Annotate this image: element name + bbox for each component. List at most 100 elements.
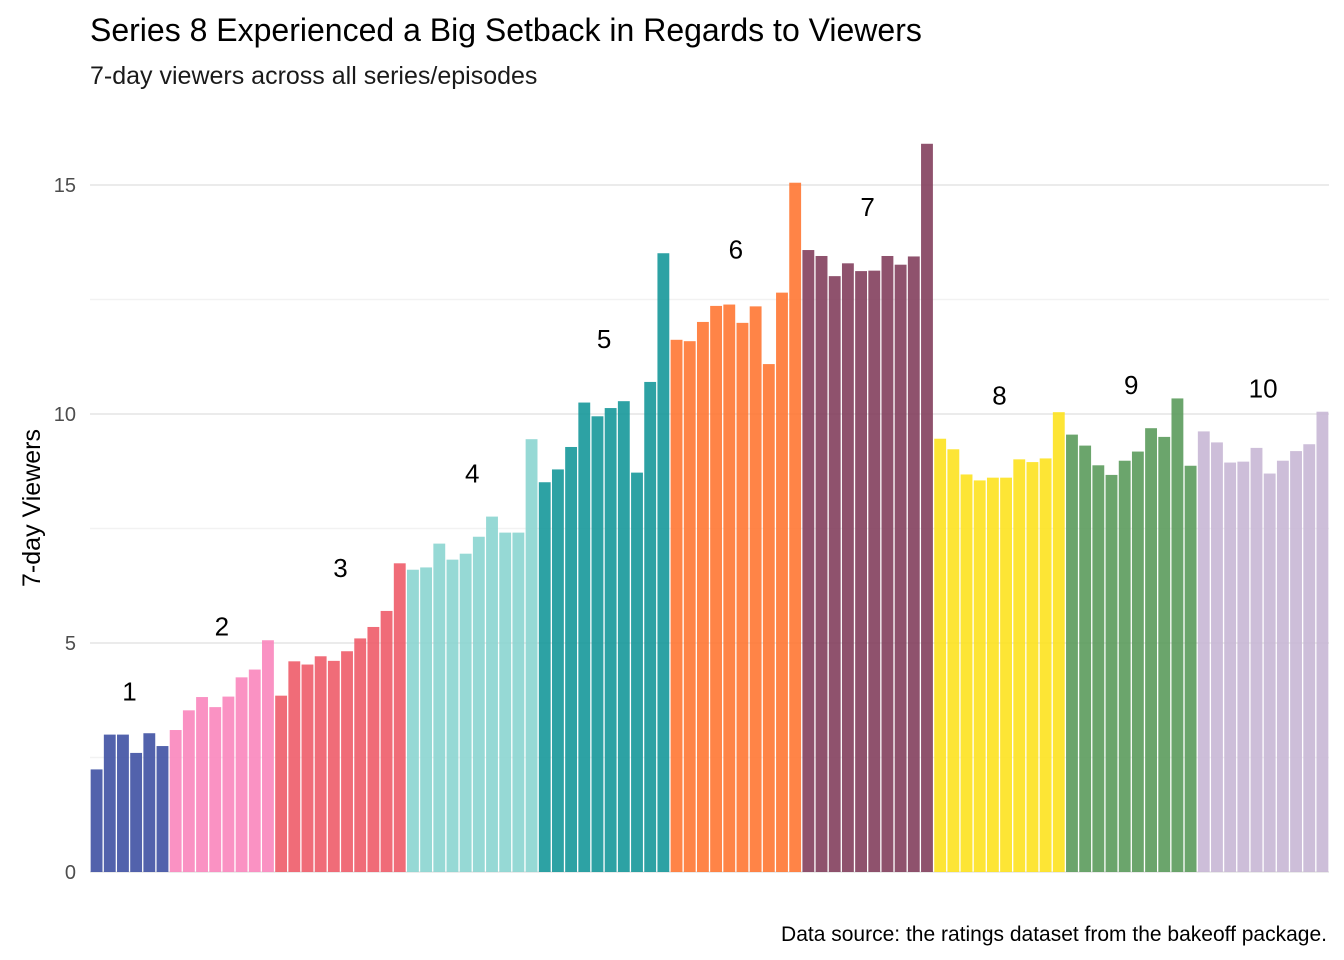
bar xyxy=(209,707,222,872)
bar xyxy=(1092,465,1105,872)
bar xyxy=(749,306,762,872)
bar xyxy=(341,651,353,872)
y-axis-ticks: 0 5 10 15 xyxy=(54,175,76,884)
bar xyxy=(973,480,986,872)
bar xyxy=(275,695,288,872)
bar xyxy=(1211,442,1223,872)
bar xyxy=(1105,474,1118,872)
bar xyxy=(960,474,973,872)
bar xyxy=(604,408,617,872)
bar xyxy=(262,640,274,872)
bar xyxy=(525,439,538,872)
y-tick-label: 15 xyxy=(54,175,76,197)
bar xyxy=(1171,398,1184,872)
bar xyxy=(551,469,564,872)
bar xyxy=(407,569,419,872)
series-label: 6 xyxy=(729,235,743,265)
bar xyxy=(288,661,301,872)
bar xyxy=(538,482,551,872)
bar xyxy=(815,255,828,873)
series-label: 9 xyxy=(1124,370,1138,400)
bar xyxy=(235,677,248,872)
bar xyxy=(591,416,604,872)
bar xyxy=(90,769,103,872)
bar xyxy=(868,270,881,872)
bar xyxy=(907,256,920,872)
bar xyxy=(1039,458,1052,872)
bar xyxy=(644,381,657,872)
bar xyxy=(1066,434,1078,872)
bar xyxy=(696,321,709,872)
bar xyxy=(182,710,195,872)
bar xyxy=(222,696,235,872)
bar xyxy=(736,322,749,872)
chart-caption: Data source: the ratings dataset from th… xyxy=(781,923,1327,946)
series-label: 2 xyxy=(215,612,229,642)
bar xyxy=(1290,451,1302,872)
bar xyxy=(986,477,999,872)
bar xyxy=(512,532,525,872)
bar xyxy=(156,746,169,872)
series-label: 5 xyxy=(597,324,611,354)
bar xyxy=(117,734,129,872)
bar xyxy=(1276,460,1289,872)
bar xyxy=(1118,460,1131,872)
bar xyxy=(1184,465,1197,872)
bar xyxy=(947,449,960,872)
bar xyxy=(314,656,327,872)
bar xyxy=(723,304,736,872)
bar xyxy=(776,292,788,872)
bar xyxy=(1237,461,1250,872)
bar xyxy=(1197,431,1210,872)
bar xyxy=(855,271,868,873)
bar xyxy=(367,626,380,872)
series-label: 7 xyxy=(860,192,874,222)
bar xyxy=(578,402,591,872)
bar xyxy=(130,752,143,872)
bar xyxy=(1052,412,1065,872)
series-label: 10 xyxy=(1249,373,1278,403)
bar xyxy=(169,730,182,872)
y-axis-label: 7-day Viewers xyxy=(18,429,46,587)
bar xyxy=(1145,428,1157,872)
series-label: 8 xyxy=(992,381,1006,411)
bar xyxy=(841,263,854,872)
bar xyxy=(1026,462,1039,872)
bar xyxy=(196,697,208,872)
series-label: 4 xyxy=(465,459,479,489)
bar xyxy=(248,669,261,872)
bar xyxy=(327,660,340,872)
bar xyxy=(894,264,907,872)
bar xyxy=(301,664,314,872)
bar xyxy=(354,638,367,872)
bar xyxy=(499,532,512,872)
bar xyxy=(565,446,578,872)
y-tick-label: 0 xyxy=(65,862,76,884)
bar xyxy=(380,610,393,872)
bar xyxy=(657,253,670,873)
bar xyxy=(433,543,446,872)
chart-subtitle: 7-day viewers across all series/episodes xyxy=(90,62,537,90)
bar xyxy=(881,255,894,873)
series-label: 3 xyxy=(333,553,347,583)
bar xyxy=(1131,451,1144,872)
y-tick-label: 10 xyxy=(54,404,76,426)
bar xyxy=(934,438,947,872)
bar xyxy=(486,516,498,872)
bar xyxy=(1013,459,1026,872)
bar xyxy=(828,276,841,872)
bar xyxy=(1263,473,1276,872)
bar xyxy=(921,143,933,872)
series-labels: 1 2 3 4 5 6 7 8 9 10 xyxy=(122,192,1277,707)
bar xyxy=(789,182,802,872)
bars xyxy=(90,143,1329,873)
bar xyxy=(710,305,723,872)
bar xyxy=(631,472,643,872)
bar xyxy=(103,734,116,872)
bar xyxy=(1250,447,1263,872)
bar xyxy=(1158,436,1171,872)
bar xyxy=(1316,411,1329,872)
bar xyxy=(1224,462,1237,872)
bar xyxy=(446,559,459,872)
